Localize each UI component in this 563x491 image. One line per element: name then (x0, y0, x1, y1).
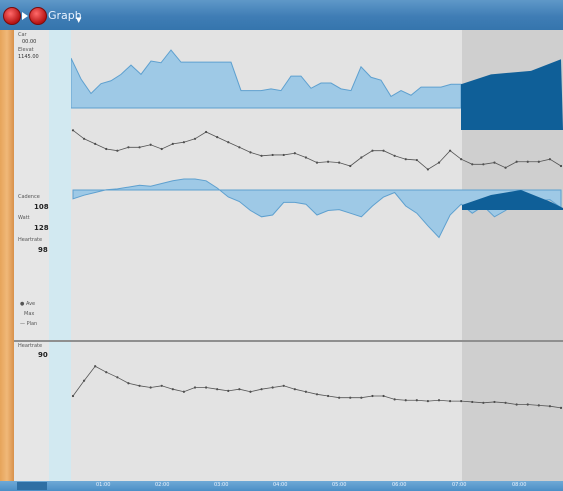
status-box (17, 482, 47, 490)
accent-strip (0, 30, 14, 481)
info-panel: Car 00.00 Elevat 1145.00 Cadence 108 Wat… (14, 30, 50, 481)
legend-item-max[interactable]: Max (24, 311, 35, 317)
middle-area-series (72, 178, 563, 239)
x-axis-tick: 04:00 (273, 482, 288, 488)
middle-selected-area (462, 190, 563, 210)
legend-item-ave[interactable]: ● Ave (20, 301, 36, 307)
bottom-line-path (72, 365, 562, 409)
time-ruler-strip (49, 30, 71, 481)
top-area-fill (71, 49, 462, 109)
label-heartrate-2: Heartrate (18, 343, 43, 349)
window-title: Graph (48, 9, 82, 22)
plot-area[interactable]: 10010095502510050 (71, 30, 563, 481)
middle-area-fill (72, 178, 562, 239)
x-axis-tick: 01:00 (96, 482, 111, 488)
label-cadence: Cadence (18, 194, 40, 200)
x-axis-tick: 08:00 (512, 482, 527, 488)
top-area-series (71, 49, 563, 130)
label-top: Car (18, 32, 27, 38)
legend-item-plan[interactable]: — Plan (20, 321, 38, 327)
x-axis-tick: 05:00 (332, 482, 347, 488)
play-icon (22, 12, 28, 20)
stop-button[interactable] (29, 7, 47, 25)
title-bar: Graph ▼ (0, 0, 563, 31)
chevron-down-icon[interactable]: ▼ (76, 16, 82, 24)
x-axis-tick: 07:00 (452, 482, 467, 488)
x-axis-tick: 02:00 (155, 482, 170, 488)
middle-line-path (72, 129, 562, 170)
top-selected-area (461, 59, 563, 130)
record-button[interactable] (3, 7, 21, 25)
pane-divider[interactable] (14, 340, 563, 342)
middle-line-series (71, 129, 563, 171)
status-bar: 01:00 02:00 03:00 04:00 05:00 06:00 07:00 08:00 (0, 481, 563, 491)
value-elevation: 1145.00 (18, 54, 39, 60)
value-heartrate-2: 90 (38, 351, 48, 359)
label-elevation: Elevat (18, 47, 34, 53)
x-axis-tick: 03:00 (214, 482, 229, 488)
value-cadence: 108 (34, 203, 49, 211)
value-heartrate: 98 (38, 246, 48, 254)
label-watts: Watt (18, 215, 30, 221)
label-heartrate: Heartrate (18, 237, 43, 243)
bottom-line-series (71, 365, 563, 409)
x-axis-tick: 06:00 (392, 482, 407, 488)
chart-canvas: 10010095502510050 (71, 49, 563, 409)
value-watts: 128 (34, 224, 49, 232)
value-top: 00.00 (22, 39, 37, 45)
